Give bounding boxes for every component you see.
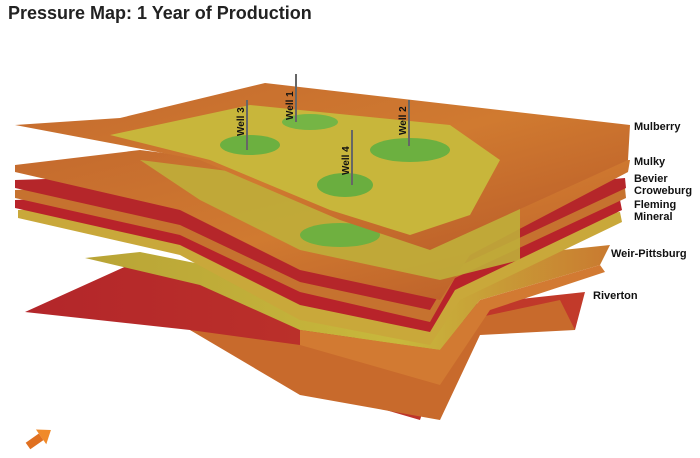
well-label: Well 2 <box>398 106 409 135</box>
well-label: Well 1 <box>285 91 296 120</box>
orientation-arrow <box>25 429 51 450</box>
layer-label: Mulky <box>634 156 666 168</box>
well-label: Well 4 <box>341 146 352 175</box>
title: Pressure Map: 1 Year of Production <box>8 3 312 23</box>
layer-label: Mulberry <box>634 121 681 133</box>
layer-label: Mineral <box>634 211 673 223</box>
layer-label: Riverton <box>593 290 638 302</box>
layer-label: Fleming <box>634 199 676 211</box>
layer-label: Bevier <box>634 173 668 185</box>
wells: Well 1 Well 2 Well 3 Well 4 <box>236 74 410 185</box>
well-label: Well 3 <box>236 107 247 136</box>
layer-mulberry <box>15 83 630 250</box>
layer-label: Weir-Pittsburg <box>611 248 687 260</box>
layer-label: Croweburg <box>634 185 692 197</box>
